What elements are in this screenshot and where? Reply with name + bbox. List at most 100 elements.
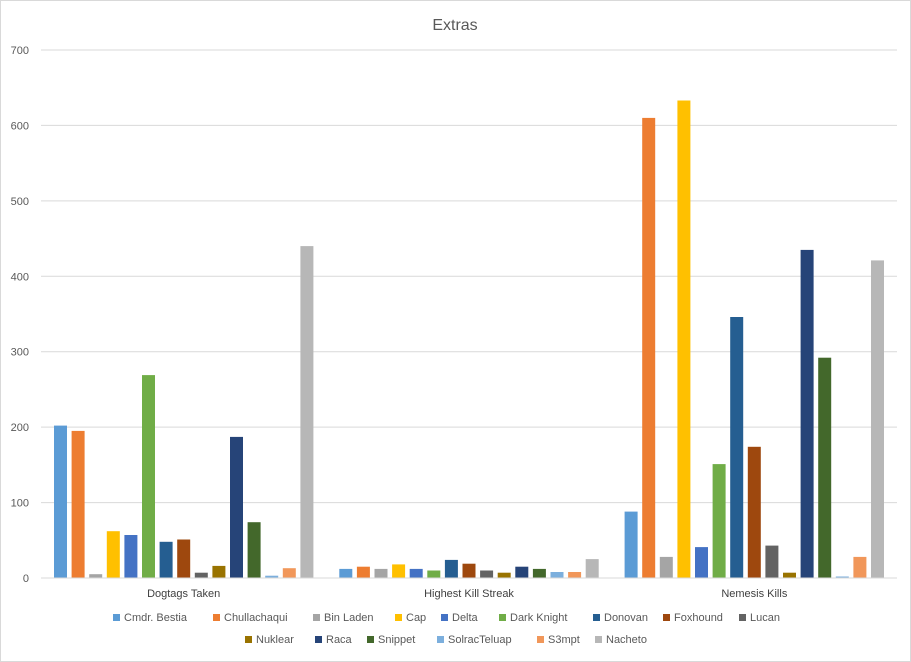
x-axis: Dogtags Taken Highest Kill Streak Nemesis …	[147, 588, 788, 600]
y-tick-label: 400	[11, 271, 29, 283]
legend-swatch	[395, 614, 402, 621]
y-tick-label: 500	[11, 196, 29, 208]
legend-item-dark-knight: Dark Knight	[499, 612, 567, 624]
legend-label: Foxhound	[674, 612, 723, 624]
legend-swatch	[663, 614, 670, 621]
bars	[54, 100, 884, 579]
legend-swatch	[537, 636, 544, 643]
legend-label: S3mpt	[548, 634, 580, 646]
x-category-label: Dogtags Taken	[147, 588, 220, 600]
legend-swatch	[499, 614, 506, 621]
legend-swatch	[245, 636, 252, 643]
bar-raca	[800, 249, 814, 578]
legend-label: Dark Knight	[510, 612, 567, 624]
bar-cap	[106, 531, 120, 578]
legend: Cmdr. Bestia Chullachaqui Bin Laden Cap Delt…	[113, 612, 780, 646]
bar-s3mpt	[282, 568, 296, 578]
legend-label: Bin Laden	[324, 612, 374, 624]
bar-chullachaqui	[642, 117, 656, 579]
legend-label: SolracTeluap	[448, 634, 512, 646]
legend-swatch	[441, 614, 448, 621]
bar-cmdr-bestia	[339, 568, 353, 578]
legend-label: Raca	[326, 634, 353, 646]
bar-cap	[392, 564, 406, 578]
legend-item-solracteluap: SolracTeluap	[437, 634, 512, 646]
bar-cmdr-bestia	[54, 425, 67, 578]
legend-item-nuklear: Nuklear	[245, 634, 294, 646]
bar-dark-knight	[142, 375, 155, 578]
bar-bin-laden	[89, 574, 103, 578]
bar-raca	[515, 566, 529, 578]
legend-label: Chullachaqui	[224, 612, 288, 624]
legend-swatch	[315, 636, 322, 643]
legend-label: Cap	[406, 612, 426, 624]
gridlines	[41, 49, 897, 504]
bar-snippet	[532, 568, 546, 578]
bar-lucan	[194, 572, 208, 578]
bar-donovan	[730, 317, 744, 578]
legend-swatch	[437, 636, 444, 643]
legend-item-chullachaqui: Chullachaqui	[213, 612, 288, 624]
bar-lucan	[480, 570, 494, 578]
legend-item-cap: Cap	[395, 612, 426, 624]
legend-swatch	[593, 614, 600, 621]
y-tick-label: 0	[23, 573, 29, 585]
bar-bin-laden	[374, 568, 388, 578]
bar-foxhound	[177, 539, 191, 578]
y-tick-label: 700	[11, 45, 29, 57]
legend-item-lucan: Lucan	[739, 612, 780, 624]
legend-item-donovan: Donovan	[593, 612, 648, 624]
legend-item-raca: Raca	[315, 634, 353, 646]
bar-snippet	[818, 357, 832, 578]
y-tick-label: 200	[11, 422, 29, 434]
bar-nacheto	[585, 559, 599, 578]
bar-solracteluap	[550, 572, 564, 578]
legend-swatch	[739, 614, 746, 621]
bar-raca	[230, 436, 243, 578]
y-axis: 0 100 200 300 400 500 600 700	[11, 45, 29, 585]
legend-item-delta: Delta	[441, 612, 479, 624]
bar-dark-knight	[712, 464, 726, 578]
bar-solracteluap	[265, 575, 279, 578]
bar-dark-knight	[427, 570, 441, 578]
bar-delta	[695, 547, 708, 578]
bar-donovan	[159, 541, 173, 578]
bar-solracteluap	[835, 576, 849, 578]
legend-label: Nuklear	[256, 634, 294, 646]
bar-lucan	[765, 545, 779, 578]
bar-nuklear	[783, 572, 796, 578]
legend-swatch	[213, 614, 220, 621]
legend-item-nacheto: Nacheto	[595, 634, 647, 646]
y-tick-label: 300	[11, 347, 29, 359]
legend-label: Cmdr. Bestia	[124, 612, 188, 624]
legend-swatch	[313, 614, 320, 621]
x-category-label: Nemesis Kills	[721, 588, 788, 600]
bar-nuklear	[212, 565, 226, 578]
x-category-label: Highest Kill Streak	[424, 588, 514, 600]
bar-bin-laden	[659, 556, 673, 578]
legend-label: Delta	[452, 612, 479, 624]
legend-item-cmdr-bestia: Cmdr. Bestia	[113, 612, 188, 624]
legend-label: Nacheto	[606, 634, 647, 646]
legend-item-bin-laden: Bin Laden	[313, 612, 374, 624]
bar-foxhound	[747, 446, 761, 578]
bar-cap	[677, 100, 691, 578]
bar-chullachaqui	[71, 430, 85, 578]
legend-item-s3mpt: S3mpt	[537, 634, 580, 646]
bar-cmdr-bestia	[624, 511, 638, 578]
legend-label: Snippet	[378, 634, 415, 646]
bar-chullachaqui	[356, 566, 370, 578]
bar-nacheto	[300, 246, 314, 578]
bar-foxhound	[462, 563, 476, 578]
bar-s3mpt	[853, 556, 867, 578]
bar-s3mpt	[568, 572, 582, 578]
legend-item-snippet: Snippet	[367, 634, 415, 646]
bar-delta	[409, 568, 423, 578]
bar-delta	[124, 535, 138, 578]
bar-nuklear	[497, 572, 511, 578]
legend-swatch	[367, 636, 374, 643]
y-tick-label: 600	[11, 120, 29, 132]
bar-snippet	[247, 522, 261, 578]
legend-label: Lucan	[750, 612, 780, 624]
